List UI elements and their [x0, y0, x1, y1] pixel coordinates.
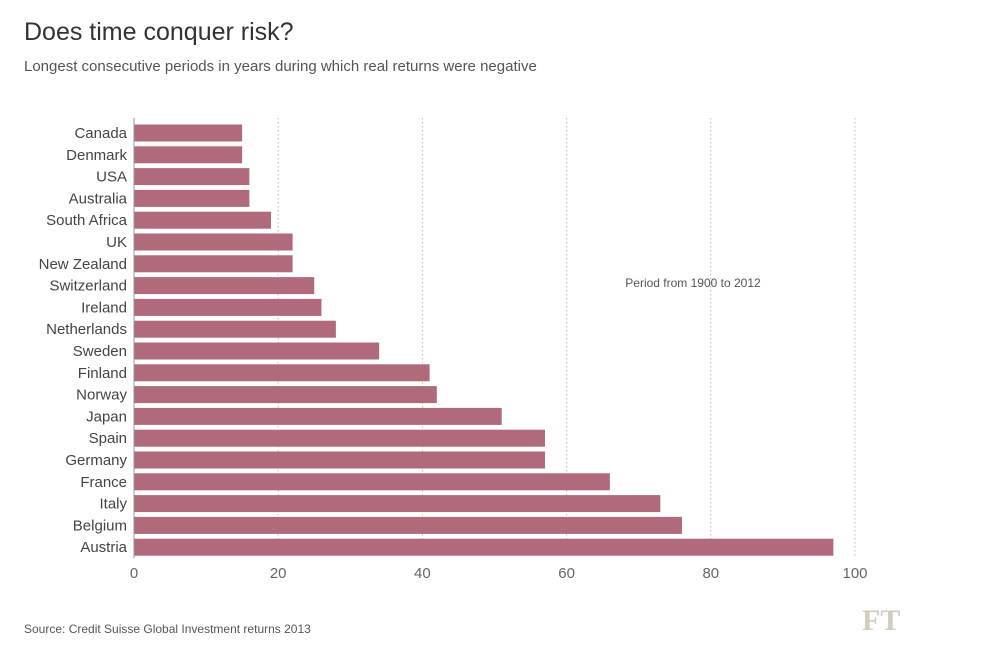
x-tick-label: 80 [702, 565, 719, 582]
annotation: Period from 1900 to 2012 [625, 276, 761, 290]
category-label: Ireland [81, 299, 127, 316]
category-label: Australia [69, 190, 128, 207]
bar [134, 451, 545, 469]
bar [134, 386, 437, 404]
bar [134, 320, 336, 338]
bar [134, 342, 380, 360]
bar [134, 168, 250, 186]
ft-logo: FT [862, 604, 901, 637]
category-label: Canada [74, 125, 127, 142]
chart-subtitle: Longest consecutive periods in years dur… [24, 58, 537, 75]
category-label: Denmark [66, 147, 127, 164]
category-label: New Zealand [39, 256, 127, 273]
category-label: Japan [86, 408, 127, 425]
category-label: Austria [80, 539, 127, 556]
bar [134, 298, 322, 316]
bar [134, 495, 661, 513]
x-tick-label: 20 [270, 565, 287, 582]
bar [134, 277, 315, 295]
source-note: Source: Credit Suisse Global Investment … [24, 622, 311, 636]
category-label: Germany [65, 452, 127, 469]
category-label: Netherlands [46, 321, 127, 338]
x-tick-label: 0 [130, 565, 138, 582]
x-tick-label: 40 [414, 565, 431, 582]
category-label: France [80, 474, 127, 491]
category-label: Sweden [73, 343, 127, 360]
category-label: USA [96, 169, 127, 186]
bar [134, 429, 545, 447]
category-label: South Africa [46, 212, 128, 229]
x-tick-label: 100 [842, 565, 867, 582]
category-label: Italy [99, 496, 127, 513]
chart-title: Does time conquer risk? [24, 18, 294, 46]
bar [134, 211, 271, 229]
x-tick-label: 60 [558, 565, 575, 582]
category-label: Spain [89, 430, 127, 447]
category-label: Belgium [73, 517, 127, 534]
bar [134, 473, 610, 491]
category-label: UK [106, 234, 127, 251]
bar [134, 146, 243, 164]
bar [134, 516, 682, 534]
bar [134, 364, 430, 382]
bar [134, 407, 502, 425]
bar [134, 233, 293, 251]
category-label: Finland [78, 365, 127, 382]
bar [134, 189, 250, 207]
category-label: Switzerland [49, 278, 127, 295]
bar [134, 255, 293, 273]
bar [134, 124, 243, 142]
category-label: Norway [76, 387, 127, 404]
bar [134, 538, 834, 556]
